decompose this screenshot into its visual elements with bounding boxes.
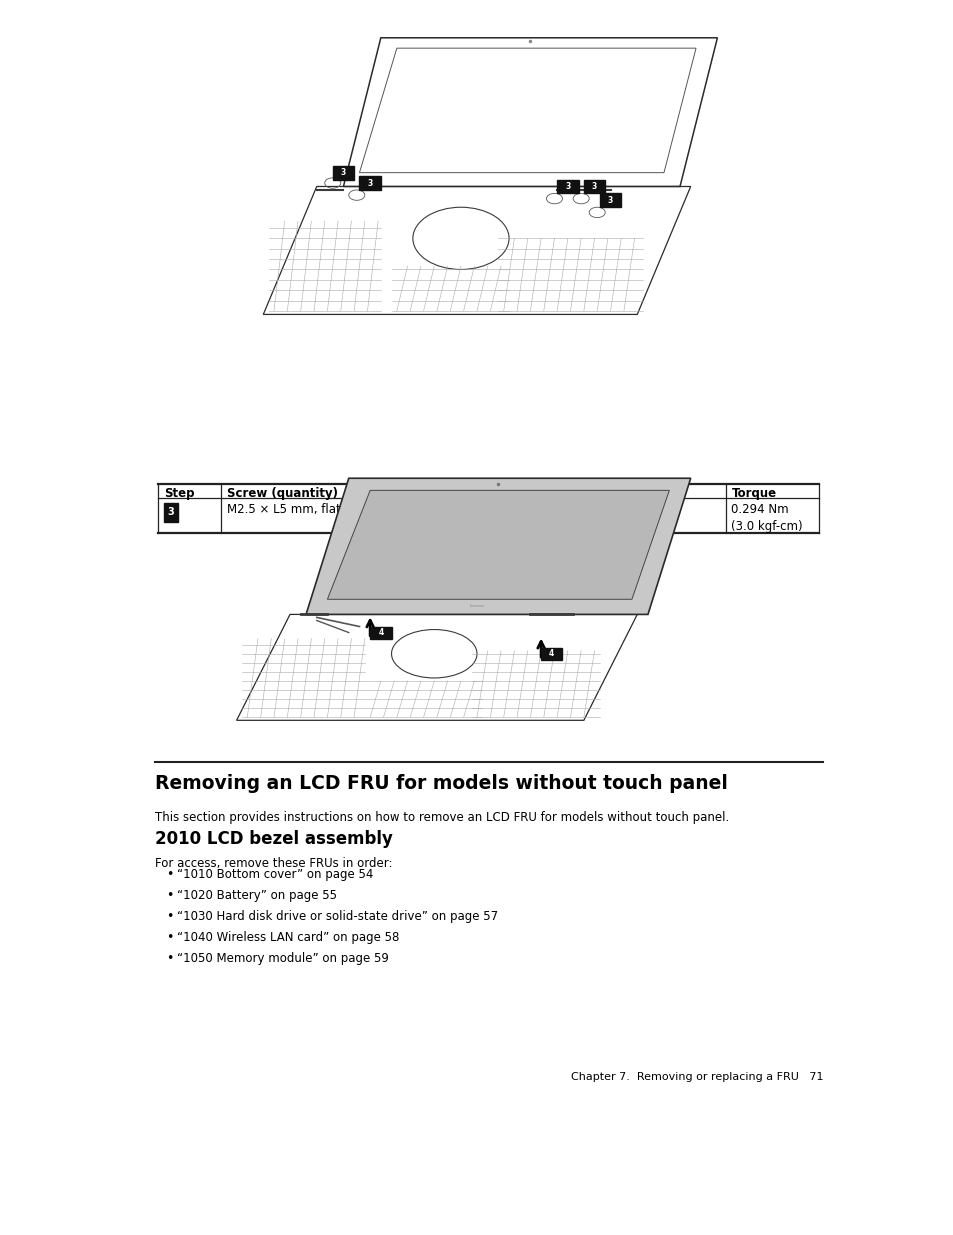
Text: M2.5 × L5 mm, flat-head, nylon-coated (5): M2.5 × L5 mm, flat-head, nylon-coated (5… [227,503,479,516]
Text: Torque: Torque [731,487,776,500]
Text: Step: Step [164,487,194,500]
FancyBboxPatch shape [164,503,177,522]
Text: 3: 3 [607,196,613,205]
Text: •: • [166,952,173,965]
Text: 4: 4 [377,629,383,637]
Text: 3: 3 [340,168,346,177]
Text: “1030 Hard disk drive or solid-state drive” on page 57: “1030 Hard disk drive or solid-state dri… [176,910,497,923]
Text: Chapter 7.  Removing or replacing a FRU   71: Chapter 7. Removing or replacing a FRU 7… [570,1072,822,1082]
Text: This section provides instructions on how to remove an LCD FRU for models withou: This section provides instructions on ho… [154,811,728,824]
Text: For access, remove these FRUs in order:: For access, remove these FRUs in order: [154,857,392,869]
Polygon shape [327,490,669,599]
Text: Color: Color [640,487,675,500]
Text: 0.294 Nm: 0.294 Nm [731,503,788,516]
FancyBboxPatch shape [359,177,380,190]
Text: “1050 Memory module” on page 59: “1050 Memory module” on page 59 [176,952,389,965]
Text: 3: 3 [168,508,174,517]
Text: 3: 3 [564,182,570,191]
Text: (3.0 kgf-cm): (3.0 kgf-cm) [731,520,802,534]
Text: Removing an LCD FRU for models without touch panel: Removing an LCD FRU for models without t… [154,774,727,793]
Text: “1010 Bottom cover” on page 54: “1010 Bottom cover” on page 54 [176,868,373,881]
Text: “1040 Wireless LAN card” on page 58: “1040 Wireless LAN card” on page 58 [176,931,399,944]
Text: Black: Black [640,503,673,516]
Text: 4: 4 [549,650,554,658]
Text: Lenovo: Lenovo [469,604,484,609]
Text: 3: 3 [367,179,373,188]
Text: •: • [166,910,173,923]
Text: 2010 LCD bezel assembly: 2010 LCD bezel assembly [154,830,393,848]
FancyBboxPatch shape [540,647,562,659]
Text: •: • [166,889,173,902]
Text: Screw (quantity): Screw (quantity) [227,487,338,500]
FancyBboxPatch shape [370,626,391,638]
FancyBboxPatch shape [557,179,578,194]
Text: 3: 3 [591,182,597,191]
Polygon shape [306,478,690,615]
FancyBboxPatch shape [583,179,604,194]
Text: •: • [166,931,173,944]
FancyBboxPatch shape [333,165,354,179]
Text: “1020 Battery” on page 55: “1020 Battery” on page 55 [176,889,336,902]
FancyBboxPatch shape [599,194,620,207]
Text: •: • [166,868,173,881]
